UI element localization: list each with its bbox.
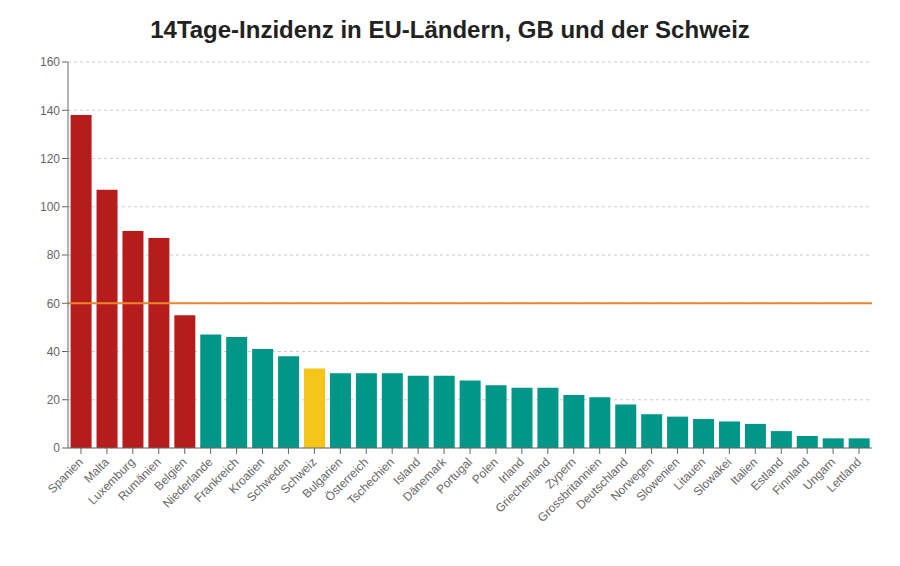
svg-text:Niederlande: Niederlande	[159, 455, 216, 511]
svg-text:Spanien: Spanien	[45, 455, 86, 496]
svg-text:160: 160	[40, 55, 60, 69]
svg-text:Rumänien: Rumänien	[115, 455, 164, 504]
svg-text:80: 80	[47, 248, 61, 262]
svg-text:Finnland: Finnland	[769, 455, 813, 498]
svg-text:Norwegen: Norwegen	[607, 455, 657, 504]
svg-text:100: 100	[40, 200, 60, 214]
svg-text:Bulgarien: Bulgarien	[299, 455, 346, 501]
svg-text:Belgien: Belgien	[151, 455, 190, 494]
svg-text:Grossbritannien: Grossbritannien	[534, 455, 605, 525]
svg-text:20: 20	[47, 393, 61, 407]
svg-text:Griechenland: Griechenland	[492, 455, 553, 516]
svg-text:Schweden: Schweden	[243, 455, 294, 505]
svg-text:60: 60	[47, 297, 61, 311]
svg-text:Schweiz: Schweiz	[277, 455, 320, 497]
svg-text:Island: Island	[390, 455, 424, 488]
svg-text:140: 140	[40, 104, 60, 118]
svg-text:Deutschland: Deutschland	[573, 455, 631, 513]
svg-text:Polen: Polen	[469, 455, 501, 487]
svg-text:Luxemburg: Luxemburg	[85, 455, 138, 508]
svg-text:120: 120	[40, 152, 60, 166]
svg-text:Lettland: Lettland	[824, 455, 864, 495]
svg-text:Tschechien: Tschechien	[345, 455, 397, 507]
svg-text:Zypern: Zypern	[542, 455, 579, 492]
svg-text:Dänemark: Dänemark	[400, 455, 449, 505]
svg-text:Slowenien: Slowenien	[633, 455, 683, 505]
svg-text:Ungarn: Ungarn	[800, 455, 838, 493]
svg-text:40: 40	[47, 345, 61, 359]
svg-text:Estland: Estland	[748, 455, 787, 494]
html-text:14Tage-Inzidenz in EU-Ländern,: 14Tage-Inzidenz in EU-Ländern, GB und de…	[150, 16, 750, 43]
svg-text:Portugal: Portugal	[433, 455, 475, 497]
svg-text:Kroatien: Kroatien	[226, 455, 268, 497]
svg-text:Malta: Malta	[81, 455, 112, 486]
svg-text:Österreich: Österreich	[322, 455, 372, 505]
svg-text:Irland: Irland	[495, 455, 527, 487]
svg-text:Italien: Italien	[727, 455, 761, 488]
svg-text:Slowakei: Slowakei	[690, 455, 735, 499]
svg-text:Frankreich: Frankreich	[191, 455, 242, 505]
svg-text:Litauen: Litauen	[670, 455, 709, 493]
svg-text:0: 0	[53, 441, 60, 455]
